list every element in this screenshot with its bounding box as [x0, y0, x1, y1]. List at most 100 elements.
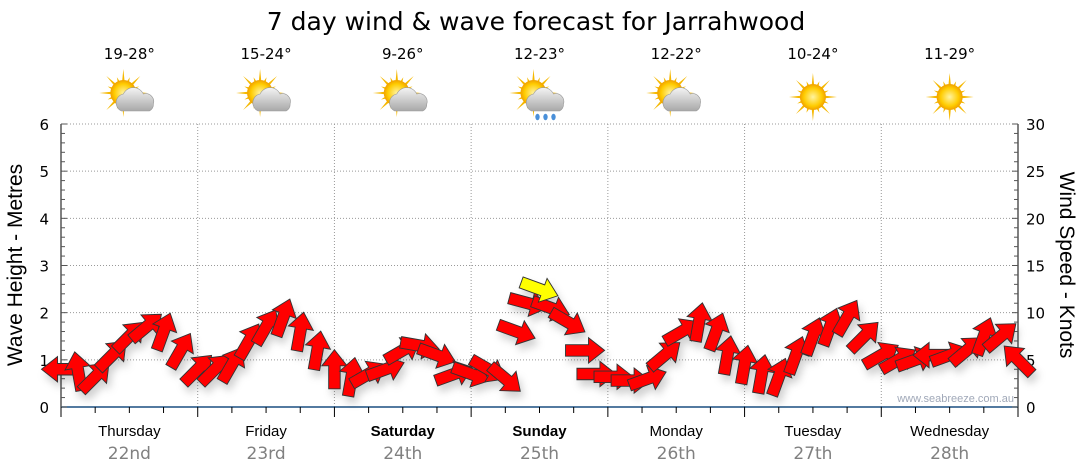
wind-arrow — [981, 323, 1017, 354]
sun-ray — [819, 80, 830, 91]
day-column: 19-28° Thursday 22nd — [98, 45, 161, 464]
wind-arrow — [565, 336, 606, 364]
day-name: Wednesday — [910, 423, 989, 440]
day-column: 15-24° Friday 23rd — [236, 45, 292, 464]
day-column: 10-24° Tuesday 27th — [784, 45, 841, 464]
wind-arrow — [800, 317, 827, 358]
watermark: www.seabreeze.com.au — [896, 393, 1014, 405]
wind-arrow — [1003, 345, 1037, 379]
day-name: Monday — [650, 423, 704, 440]
partly-cloudy-icon — [236, 69, 291, 117]
sun-ray — [788, 95, 803, 99]
day-temperature: 12-22° — [651, 45, 702, 63]
right-tick-label: 30 — [1026, 116, 1045, 134]
sun-ray — [795, 80, 807, 91]
day-column: 11-29° Wednesday 28th — [910, 45, 989, 464]
left-tick-label: 2 — [39, 305, 49, 323]
sun-ray — [99, 91, 113, 95]
day-date: 23rd — [247, 444, 286, 464]
day-temperature: 10-24° — [787, 45, 838, 63]
right-axis-label: Wind Speed - Knots — [1055, 172, 1078, 359]
wind-arrow — [831, 299, 861, 338]
sun-ray — [811, 73, 815, 87]
day-temperature: 12-23° — [514, 45, 565, 63]
raindrop — [535, 113, 540, 121]
day-name: Thursday — [98, 423, 161, 440]
day-date: 24th — [383, 444, 422, 464]
wind-arrow — [703, 312, 730, 353]
right-tick-label: 10 — [1026, 305, 1045, 323]
sun-ray — [819, 103, 830, 114]
right-tick-label: 5 — [1026, 352, 1036, 370]
wind-arrow — [845, 321, 879, 355]
cloud — [526, 87, 565, 112]
sun-disc — [936, 84, 963, 110]
sun-ray — [925, 95, 939, 99]
left-tick-label: 6 — [39, 116, 49, 134]
wind-arrow — [860, 341, 899, 371]
wind-arrow — [748, 353, 776, 395]
cloud — [389, 87, 428, 112]
sun-ray — [948, 107, 951, 121]
sun-ray — [948, 73, 951, 87]
day-temperature: 19-28° — [104, 45, 155, 63]
sun-ray — [403, 76, 414, 87]
left-axis-label: Wave Height - Metres — [4, 164, 27, 366]
sunny-icon — [788, 73, 837, 121]
left-tick-label: 1 — [39, 352, 49, 370]
left-tick-label: 5 — [39, 163, 49, 181]
sun-ray — [516, 99, 527, 110]
sun-ray — [130, 76, 141, 87]
day-name: Sunday — [512, 423, 567, 440]
day-temperature: 11-29° — [924, 45, 975, 63]
day-temperature: 15-24° — [241, 45, 292, 63]
sunny-icon — [925, 73, 974, 121]
day-date: 28th — [930, 444, 969, 464]
wind-arrow — [165, 332, 194, 371]
cloud — [252, 87, 291, 112]
wind-arrow — [150, 312, 178, 353]
day-date: 22nd — [108, 444, 151, 464]
day-column: 12-23° Sunday 25th — [509, 45, 567, 464]
partly-cloudy-icon — [99, 69, 155, 117]
cloud — [662, 87, 701, 112]
sun-ray — [960, 95, 974, 99]
sun-ray — [106, 76, 117, 87]
wind-arrow — [304, 330, 332, 372]
sun-ray — [516, 76, 527, 87]
left-tick-label: 3 — [39, 258, 49, 276]
day-name: Friday — [245, 423, 287, 440]
wind-arrow — [686, 302, 713, 343]
sun-disc — [799, 84, 826, 110]
sun-ray — [668, 69, 672, 83]
sun-ray — [243, 99, 254, 110]
right-tick-label: 20 — [1026, 210, 1045, 228]
sun-ray — [653, 99, 664, 110]
day-name: Saturday — [371, 423, 436, 440]
sun-ray — [795, 103, 807, 114]
partly-cloudy-icon — [372, 69, 428, 117]
day-date: 25th — [520, 444, 559, 464]
right-tick-label: 0 — [1026, 399, 1036, 417]
raindrop — [551, 113, 556, 121]
wind-arrow — [714, 335, 742, 376]
sun-ray — [932, 80, 943, 91]
day-column: 12-22° Monday 26th — [646, 45, 703, 464]
left-tick-label: 4 — [39, 210, 49, 228]
sun-ray — [372, 91, 386, 95]
sun-ray — [509, 91, 523, 95]
sun-ray — [122, 69, 125, 83]
day-temperature: 9-26° — [382, 45, 424, 63]
wind-arrow — [645, 342, 681, 373]
sun-ray — [532, 69, 535, 83]
wind-arrow — [626, 364, 667, 392]
right-tick-label: 15 — [1026, 258, 1045, 276]
sun-ray — [379, 99, 390, 110]
right-tick-label: 25 — [1026, 163, 1045, 181]
day-date: 27th — [793, 444, 832, 464]
sun-ray — [932, 103, 943, 114]
day-name: Tuesday — [784, 423, 841, 440]
wind-arrow — [486, 361, 521, 392]
